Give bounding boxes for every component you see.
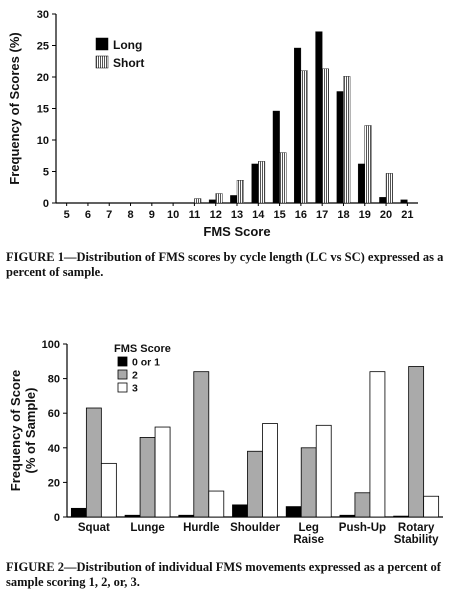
x-tick-label: 11 [189,209,201,221]
y-tick-label: 25 [37,41,49,53]
x-tick-label: 17 [316,209,328,221]
x-tick-label: Leg [298,522,318,534]
bar-score-0-or-1-shoulder [232,504,248,518]
x-tick-label: Stability [394,534,439,546]
bar-long-14 [251,163,259,204]
x-tick-label: 18 [337,209,349,221]
bar-long-20 [379,197,387,204]
legend-label-short: Short [113,56,144,70]
bar-score-0-or-1-push-up [339,514,356,518]
bar-score-3-squat [100,462,117,518]
bar-long-21 [400,199,408,204]
bar-long-18 [336,91,344,204]
legend-swatch-0-or-1 [117,356,128,367]
y-tick-label: 0 [43,198,49,210]
y-tick-label: 20 [37,72,49,84]
bar-score-0-or-1-lunge [124,514,141,518]
x-tick-label: 21 [401,209,413,221]
x-tick-label: Shoulder [230,522,280,534]
bar-short-14 [258,161,266,204]
x-tick-label: 14 [252,209,265,221]
x-tick-label: 19 [359,209,371,221]
bar-score-2-push-up [354,492,371,518]
bar-long-19 [357,163,365,204]
x-tick-label: Hurdle [183,522,219,534]
y-axis-label-line: Frequency of Score [8,370,23,491]
bar-score-2-lunge [139,437,156,518]
legend-title: FMS Score [114,343,171,355]
bar-score-3-shoulder [262,423,278,518]
legend-swatch-2 [117,369,128,380]
x-tick-label: 15 [273,209,285,221]
x-tick-label: 5 [64,209,70,221]
legend-label-2: 2 [132,370,138,382]
bar-score-3-leg-raise [315,424,332,518]
bar-short-13 [236,180,244,204]
x-tick-label: Rotary [398,522,435,534]
bar-short-15 [279,152,287,204]
bar-score-2-rotary-stability [408,366,425,518]
bar-long-13 [230,195,238,204]
bar-short-12 [215,193,223,204]
bar-score-2-hurdle [193,371,210,518]
x-tick-label: 20 [380,209,392,221]
x-tick-label: Lunge [130,522,165,534]
bar-long-17 [315,31,323,204]
bar-short-11 [194,198,202,204]
bar-short-17 [321,68,329,204]
x-tick-label: 10 [167,209,179,221]
bar-score-2-squat [85,407,102,518]
x-tick-label: 9 [149,209,155,221]
bar-score-2-shoulder [247,450,263,518]
bar-score-3-rotary-stability [423,495,440,518]
x-tick-label: Push-Up [339,522,386,534]
figure-1-caption: FIGURE 1—Distribution of FMS scores by c… [6,250,444,279]
bar-score-3-push-up [369,371,386,518]
bar-short-16 [300,70,308,204]
bar-score-0-or-1-hurdle [178,514,195,518]
bar-score-2-leg-raise [300,447,317,518]
legend-label-0-or-1: 0 or 1 [132,357,160,369]
bar-score-3-lunge [154,426,171,518]
legend-swatch-short [95,55,109,69]
x-tick-label: Raise [293,534,324,546]
x-tick-label: 13 [231,209,243,221]
bar-long-16 [294,47,302,204]
y-tick-label: 0 [54,512,60,524]
legend-swatch-long [95,37,109,51]
bar-short-19 [364,125,372,204]
y-axis-label: Frequency of Scores (%) [7,32,22,184]
x-tick-label: Squat [78,522,110,534]
y-tick-label: 40 [48,443,60,455]
figure-2-caption: FIGURE 2—Distribution of individual FMS … [6,560,441,589]
y-tick-label: 15 [37,104,49,116]
y-tick-label: 60 [48,408,60,420]
legend-label-3: 3 [132,383,138,395]
x-axis-label: FMS Score [203,224,270,239]
y-tick-label: 5 [43,167,49,179]
y-tick-label: 80 [48,374,60,386]
x-tick-label: 16 [295,209,307,221]
x-tick-label: 12 [210,209,222,221]
y-tick-label: 20 [48,477,60,489]
y-tick-label: 100 [42,339,60,351]
x-tick-label: 6 [85,209,91,221]
bar-long-12 [208,199,216,204]
x-tick-label: 8 [127,209,133,221]
x-tick-label: 7 [106,209,112,221]
y-tick-label: 10 [37,135,49,147]
y-axis-label-line: (% of Sample) [23,388,38,474]
fms-score-distribution-chart: 0 5 10 15 20 25 30 5 6 7 8 9 10 11 12 13 14 15 16 17 18 19 20 2… [7,9,418,239]
bar-score-0-or-1-squat [70,507,87,518]
legend-swatch-3 [117,382,128,393]
bar-score-0-or-1-leg-raise [285,506,302,518]
y-tick-label: 30 [37,9,49,21]
bar-short-18 [343,76,351,204]
bar-short-20 [385,173,393,204]
bar-score-3-hurdle [208,490,225,518]
bar-long-15 [272,110,280,204]
bar-score-0-or-1-rotary-stability [393,515,410,518]
legend-label-long: Long [113,38,142,52]
